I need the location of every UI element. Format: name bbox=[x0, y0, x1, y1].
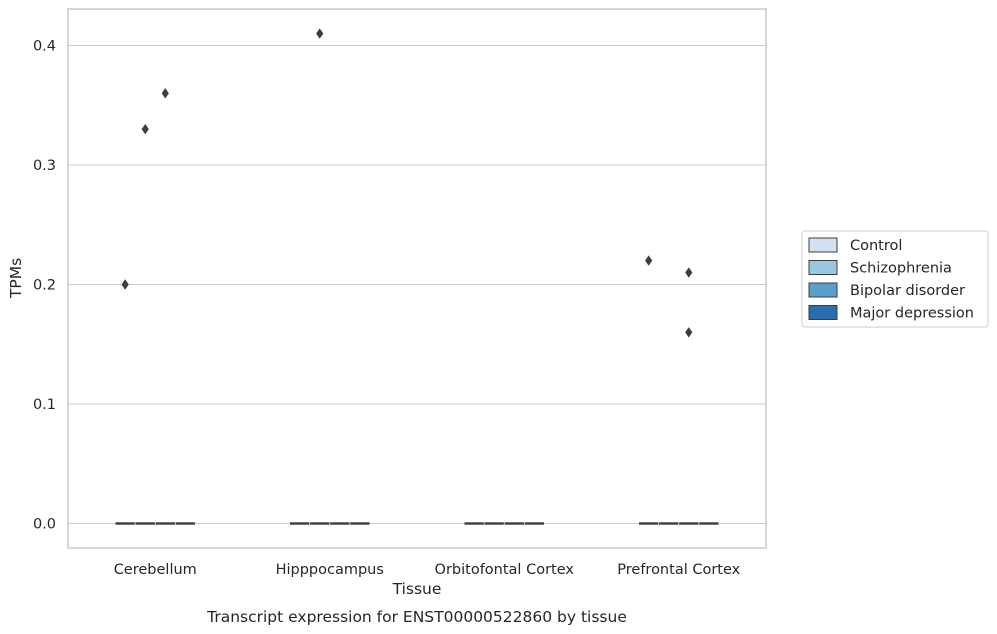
legend-swatch bbox=[808, 237, 838, 253]
y-tick-label: 0.3 bbox=[33, 158, 56, 174]
legend-swatch bbox=[808, 305, 838, 320]
legend-label: Bipolar disorder bbox=[850, 283, 965, 299]
box bbox=[464, 522, 484, 525]
legend-frame bbox=[801, 230, 989, 328]
x-tick-labels: Cerebellum Hipppocampus Orbitofontal Corte… bbox=[114, 562, 741, 578]
outlier-point bbox=[161, 88, 169, 99]
x-tick-label: Orbitofontal Cortex bbox=[435, 562, 575, 578]
legend-label: Schizophrenia bbox=[850, 261, 952, 277]
outlier-point bbox=[685, 327, 693, 338]
box bbox=[639, 522, 659, 525]
x-axis-label: Tissue bbox=[392, 580, 442, 598]
plot-frame bbox=[67, 8, 767, 549]
y-tick-label: 0.2 bbox=[33, 278, 56, 294]
outlier-point bbox=[141, 123, 149, 135]
y-tick-label: 0.0 bbox=[33, 517, 56, 533]
outlier-point bbox=[685, 267, 693, 278]
box bbox=[504, 522, 524, 525]
x-tick-label: Cerebellum bbox=[114, 562, 197, 578]
outlier-point bbox=[645, 255, 653, 266]
box bbox=[175, 522, 195, 525]
legend-label: Control bbox=[850, 238, 902, 254]
outlier-point bbox=[121, 279, 129, 290]
box bbox=[484, 522, 504, 525]
outlier-layer bbox=[121, 28, 693, 338]
y-tick-label: 0.1 bbox=[33, 397, 56, 413]
box bbox=[310, 522, 330, 525]
box bbox=[699, 522, 719, 525]
x-tick-label: Hipppocampus bbox=[276, 562, 384, 578]
box bbox=[659, 522, 679, 525]
y-tick-label: 0.4 bbox=[33, 39, 56, 55]
legend-items: Control Schizophrenia Bipolar disorder Majo… bbox=[808, 237, 974, 322]
y-tick-labels: 0.0 0.1 0.2 0.3 0.4 bbox=[33, 39, 56, 533]
box bbox=[679, 522, 699, 525]
legend-label: Major depression bbox=[850, 306, 974, 322]
box bbox=[135, 522, 155, 525]
outlier-point bbox=[316, 28, 324, 39]
x-tick-label: Prefrontal Cortex bbox=[617, 562, 740, 578]
chart-caption: Transcript expression for ENST0000052286… bbox=[206, 608, 627, 626]
box bbox=[155, 522, 175, 525]
box bbox=[115, 522, 135, 525]
box-layer bbox=[115, 522, 719, 525]
box bbox=[524, 522, 544, 525]
box bbox=[330, 522, 350, 525]
legend: Control Schizophrenia Bipolar disorder Majo… bbox=[801, 230, 989, 328]
box bbox=[350, 522, 370, 525]
y-axis-label: TPMs bbox=[7, 258, 25, 299]
legend-swatch bbox=[808, 282, 838, 298]
box bbox=[290, 522, 310, 525]
legend-swatch bbox=[808, 260, 838, 275]
grid-lines bbox=[68, 45, 766, 524]
